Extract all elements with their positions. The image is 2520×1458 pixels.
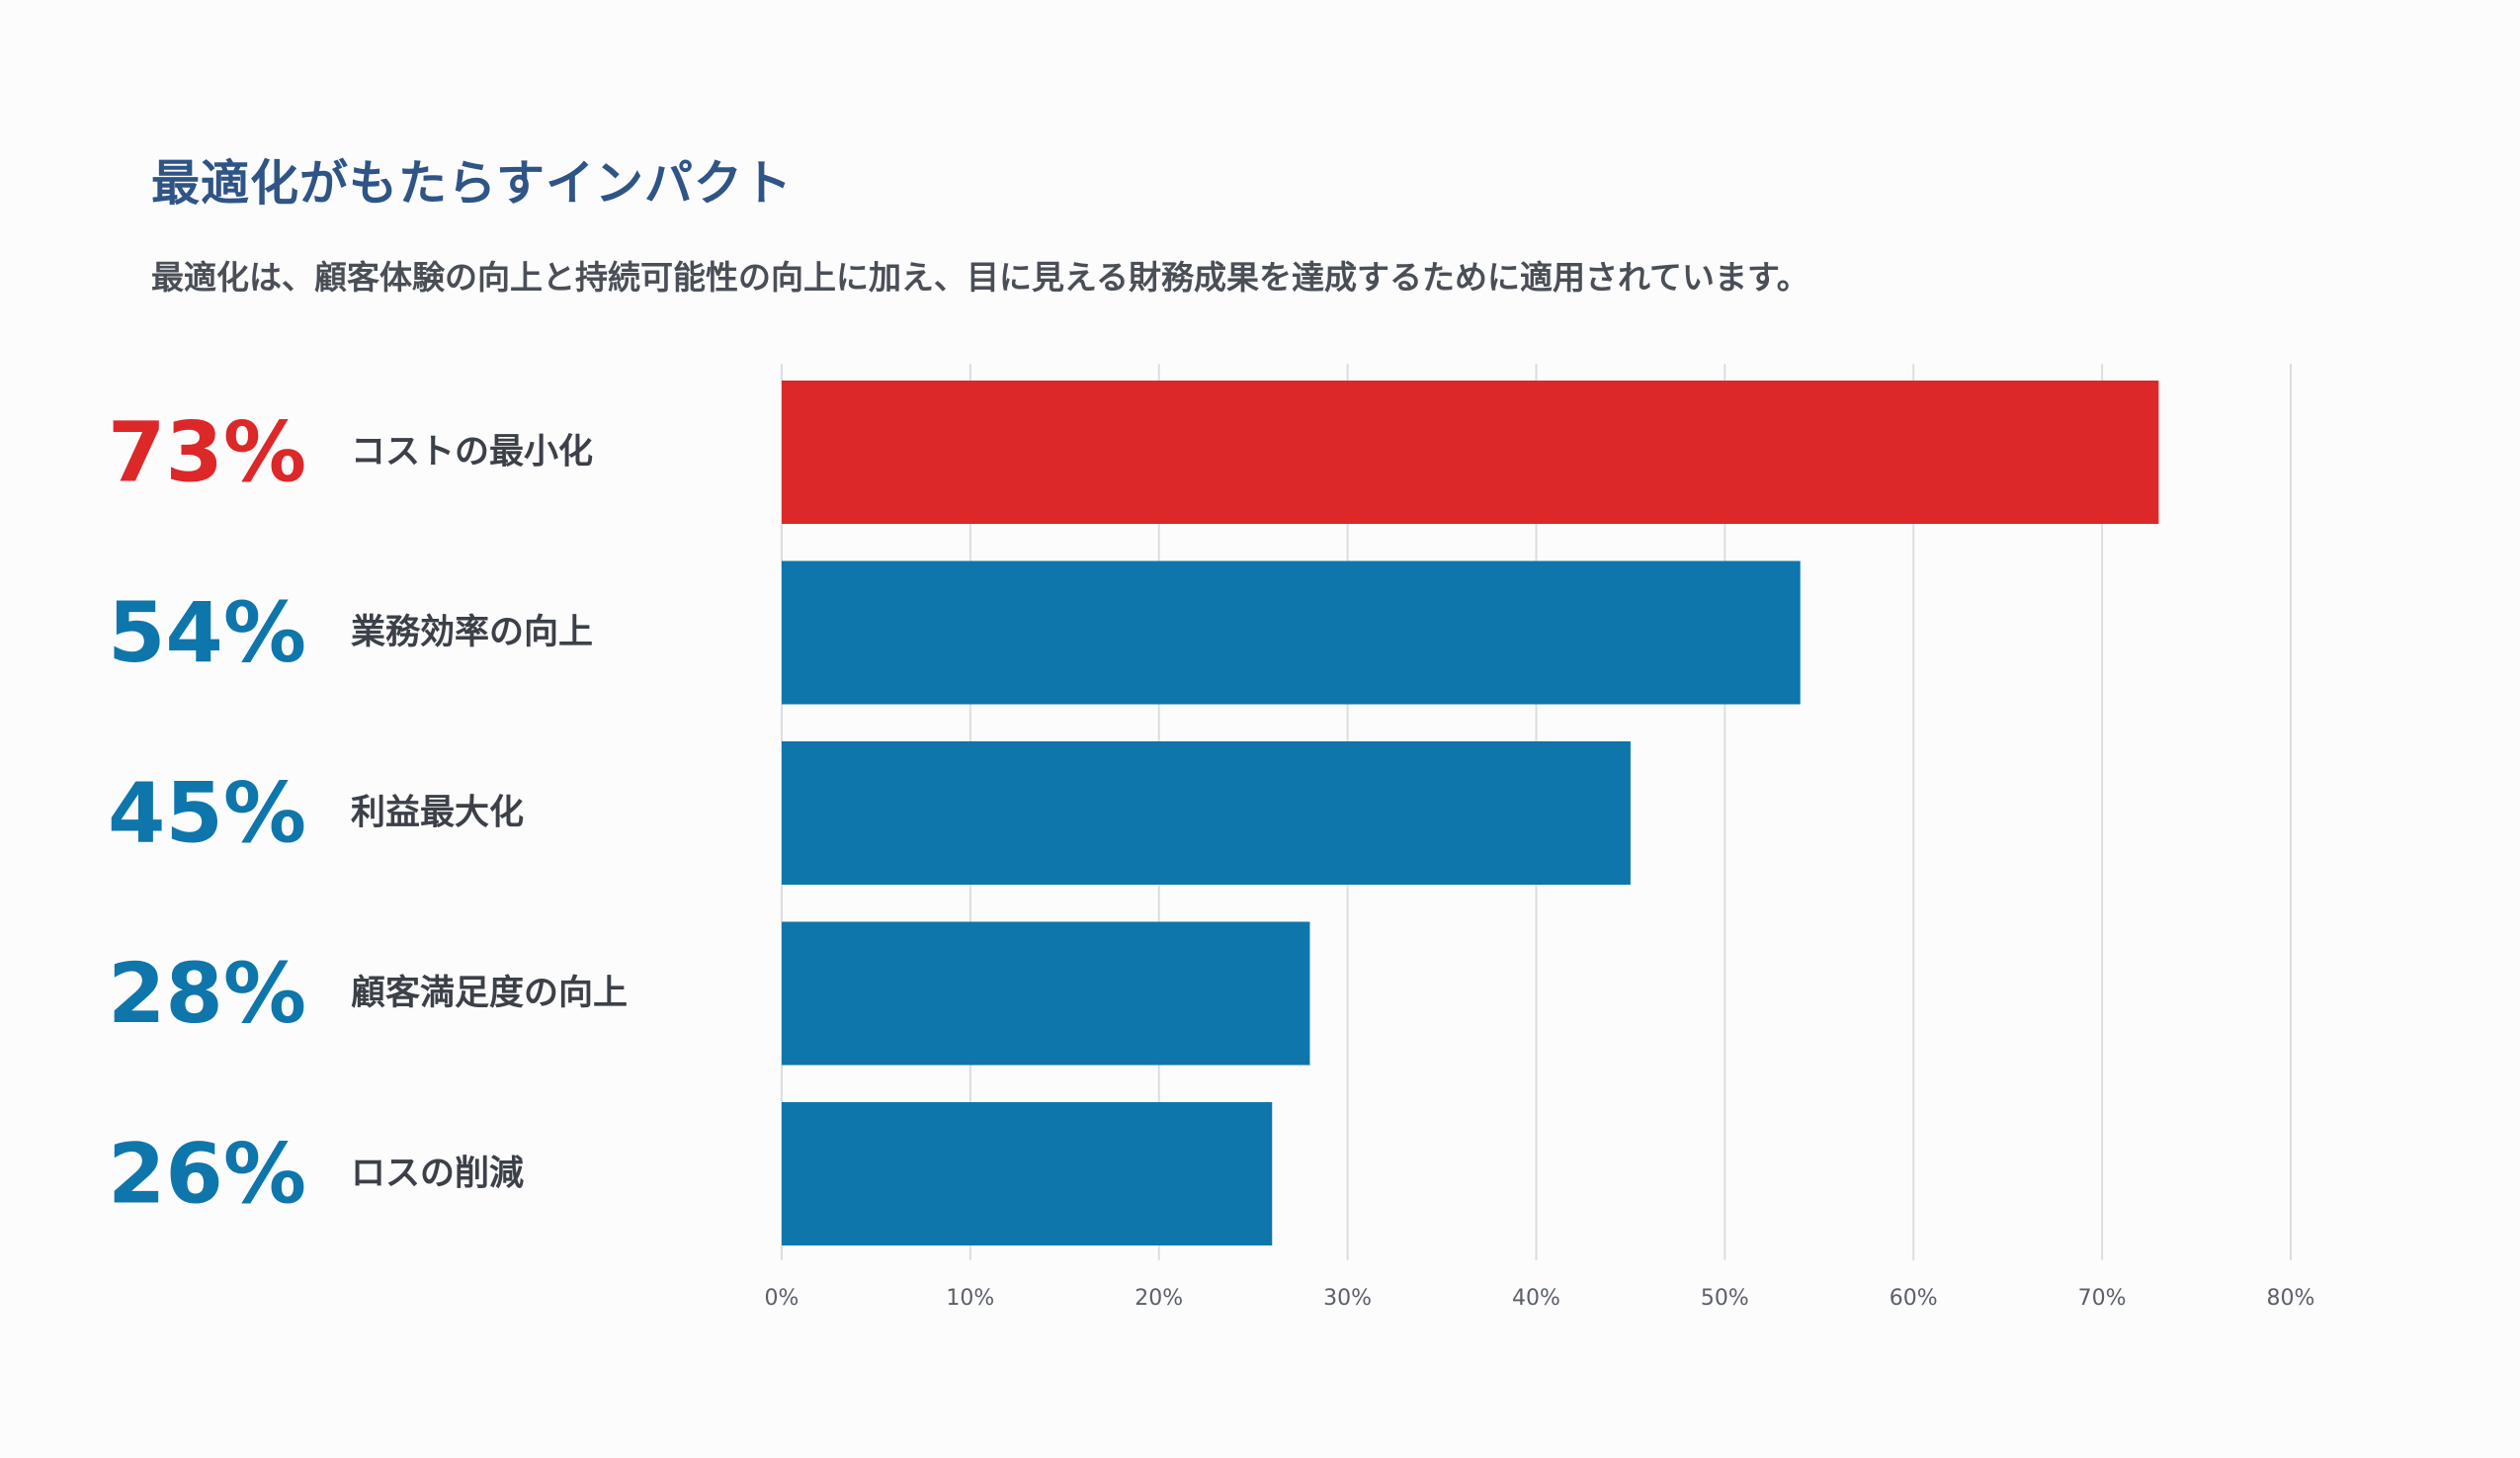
page-subtitle: 最適化は、顧客体験の向上と持続可能性の向上に加え、目に見える財務成果を達成するた…: [151, 258, 1809, 297]
value-label: 73%: [108, 404, 306, 501]
x-tick-label: 80%: [2267, 1286, 2315, 1311]
bar: [782, 921, 1310, 1066]
value-label: 45%: [108, 765, 306, 862]
bar: [782, 1102, 1273, 1245]
x-tick-label: 20%: [1134, 1286, 1183, 1311]
x-tick-label: 40%: [1512, 1286, 1560, 1311]
x-tick-label: 0%: [765, 1286, 799, 1311]
page-title: 最適化がもたらすインパクト: [151, 155, 794, 212]
value-label: 54%: [108, 584, 306, 681]
category-label: 顧客満足度の向上: [351, 973, 628, 1013]
value-label: 28%: [108, 945, 306, 1042]
x-tick-label: 50%: [1701, 1286, 1749, 1311]
row-labels: 73% コストの最小化 54% 業務効率の向上 45% 利益最大化 28% 顧客満足度の向上 2…: [108, 404, 628, 1223]
bar: [782, 381, 2159, 524]
bar: [782, 560, 1801, 705]
x-tick-label: 70%: [2078, 1286, 2127, 1311]
category-label: コストの最小化: [351, 433, 593, 472]
value-label: 26%: [108, 1126, 306, 1223]
category-label: ロスの削減: [351, 1155, 524, 1194]
x-tick-label: 60%: [1890, 1286, 1938, 1311]
category-label: 利益最大化: [351, 794, 524, 833]
x-axis-ticks: 0% 10% 20% 30% 40% 50% 60% 70% 80%: [765, 1286, 2315, 1311]
x-tick-label: 30%: [1323, 1286, 1372, 1311]
bar: [782, 741, 1631, 885]
bars: [782, 381, 2159, 1245]
x-tick-label: 10%: [946, 1286, 994, 1311]
category-label: 業務効率の向上: [351, 613, 593, 652]
